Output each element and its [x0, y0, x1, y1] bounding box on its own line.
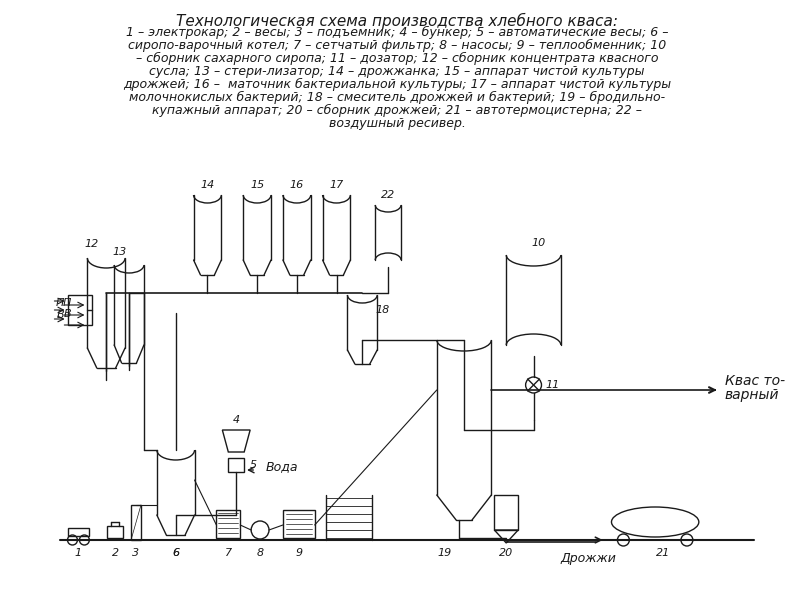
Text: 1: 1 [75, 548, 82, 558]
Text: Дрожжи: Дрожжи [561, 552, 617, 565]
Text: 6: 6 [172, 548, 179, 558]
Text: 1 – электрокар; 2 – весы; 3 – подъемник; 4 – бункер; 5 – автоматические весы; 6 : 1 – электрокар; 2 – весы; 3 – подъемник;… [126, 26, 668, 39]
Text: 22: 22 [381, 190, 395, 200]
Text: 20: 20 [499, 548, 514, 558]
Text: 13: 13 [112, 247, 126, 257]
Text: Технологическая схема производства хлебного кваса:: Технологическая схема производства хлебн… [176, 13, 618, 29]
Text: купажный аппарат; 20 – сборник дрожжей; 21 – автотермоцистерна; 22 –: купажный аппарат; 20 – сборник дрожжей; … [152, 104, 642, 117]
Text: 10: 10 [531, 238, 546, 248]
Bar [131, 505, 141, 540]
Text: 21: 21 [656, 548, 670, 558]
Text: 5: 5 [250, 460, 258, 470]
Text: 17: 17 [330, 180, 344, 190]
Text: 6: 6 [172, 548, 179, 558]
Bar [67, 295, 92, 325]
Bar [216, 510, 240, 538]
Text: 11: 11 [546, 380, 560, 390]
Text: сусла; 13 – стери-лизатор; 14 – дрожжанка; 15 – аппарат чистой культуры: сусла; 13 – стери-лизатор; 14 – дрожжанк… [150, 65, 645, 78]
Text: молочнокислых бактерий; 18 – смеситель дрожжей и бактерий; 19 – бродильно-: молочнокислых бактерий; 18 – смеситель д… [129, 91, 665, 104]
Text: В: В [57, 310, 65, 320]
Text: Вода: Вода [266, 461, 298, 473]
Text: 4: 4 [233, 415, 240, 425]
Bar [107, 526, 123, 538]
Bar [67, 528, 90, 536]
Text: 9: 9 [295, 548, 302, 558]
Text: 16: 16 [290, 180, 304, 190]
Text: В: В [64, 309, 71, 319]
Bar [228, 458, 244, 472]
Text: 3: 3 [133, 548, 139, 558]
Text: дрожжей; 16 –  маточник бактериальной культуры; 17 – аппарат чистой культуры: дрожжей; 16 – маточник бактериальной кул… [123, 78, 671, 91]
Text: 19: 19 [438, 548, 452, 558]
Text: варный: варный [725, 388, 779, 402]
Text: П: П [63, 298, 71, 308]
Text: 14: 14 [200, 180, 214, 190]
Text: 18: 18 [375, 305, 390, 315]
Text: 2: 2 [111, 548, 118, 558]
Text: Квас то-: Квас то- [725, 374, 785, 388]
Text: П: П [56, 298, 65, 308]
Text: 12: 12 [84, 239, 98, 249]
Text: – сборник сахарного сиропа; 11 – дозатор; 12 – сборник концентрата квасного: – сборник сахарного сиропа; 11 – дозатор… [136, 52, 658, 65]
Bar [494, 495, 518, 530]
Text: 7: 7 [225, 548, 232, 558]
Text: воздушный ресивер.: воздушный ресивер. [329, 117, 466, 130]
Text: 8: 8 [257, 548, 264, 558]
Text: 15: 15 [250, 180, 264, 190]
Text: сиропо-варочный котел; 7 – сетчатый фильтр; 8 – насосы; 9 – теплообменник; 10: сиропо-варочный котел; 7 – сетчатый филь… [128, 39, 666, 52]
Bar [283, 510, 314, 538]
